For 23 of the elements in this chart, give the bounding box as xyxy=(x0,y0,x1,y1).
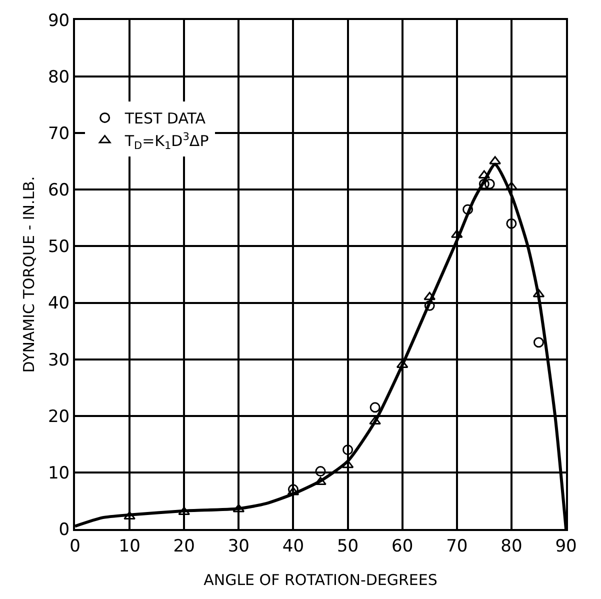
y-tick-label: 40 xyxy=(48,294,70,314)
y-tick-label: 0 xyxy=(58,520,70,540)
y-axis-title: DYNAMIC TORQUE - IN.LB. xyxy=(20,176,38,373)
x-tick-label: 40 xyxy=(282,536,304,556)
x-tick-label: 20 xyxy=(173,536,195,556)
x-tick-label: 30 xyxy=(228,536,250,556)
x-tick-label: 90 xyxy=(555,536,577,556)
y-tick-label: 50 xyxy=(48,237,70,258)
x-tick-label: 10 xyxy=(118,536,140,556)
x-axis-title: ANGLE OF ROTATION-DEGREES xyxy=(204,571,438,589)
x-tick-label: 70 xyxy=(446,536,468,556)
y-tick-label: 60 xyxy=(48,180,70,201)
y-tick-label: 10 xyxy=(48,463,70,484)
x-tick-label: 80 xyxy=(500,536,522,556)
x-tick-label: 50 xyxy=(336,536,359,556)
y-tick-label: 20 xyxy=(48,406,70,427)
x-tick-label: 60 xyxy=(392,536,414,556)
y-tick-label: 90 xyxy=(48,10,70,31)
legend-label: T$_{D}$=K$_{1}$D$^{3}$ΔP xyxy=(124,130,209,152)
y-tick-label: 70 xyxy=(48,124,70,144)
legend-label: TEST DATA xyxy=(124,110,206,128)
y-tick-label: 80 xyxy=(48,68,70,88)
y-tick-label: 30 xyxy=(48,350,70,370)
